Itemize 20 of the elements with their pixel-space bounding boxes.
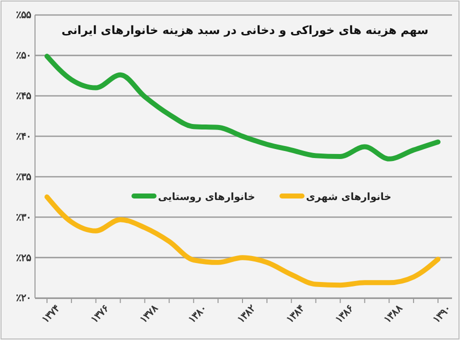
y-tick-label: ٪۵۵ (16, 10, 32, 22)
y-tick-label: ٪۲۵ (16, 252, 32, 264)
legend-label: خانوارهای روستایی (158, 192, 256, 203)
x-tick-label: ۱۳۹۰ (431, 304, 454, 326)
y-tick-label: ٪۴۵ (16, 91, 32, 102)
x-tick-label: ۱۳۸۰ (187, 304, 209, 326)
y-tick-label: ٪۳۵ (16, 172, 32, 183)
x-tick-label: ۱۳۸۲ (236, 302, 259, 326)
x-tick-label: ۱۳۸۴ (284, 304, 307, 326)
x-tick-label: ۱۳۷۴ (40, 304, 62, 326)
text: سهم هزینه های خوراکی و دخانی در سبد هزینه خانوارهای ایرانی (61, 23, 429, 37)
y-tick-label: ٪۲۰ (16, 293, 31, 304)
y-tick-label: ٪۵۰ (16, 50, 31, 62)
y-tick-label: ٪۴۰ (16, 131, 31, 142)
x-tick-label: ۱۳۸۶ (334, 304, 356, 326)
legend-label: خانوارهای شهری (306, 192, 392, 203)
y-tick-label: ٪۳۰ (16, 212, 31, 224)
x-tick-label: ۱۳۷۶ (89, 304, 112, 326)
x-tick-label: ۱۳۸۸ (382, 302, 406, 326)
x-tick-label: ۱۳۷۸ (138, 302, 161, 326)
